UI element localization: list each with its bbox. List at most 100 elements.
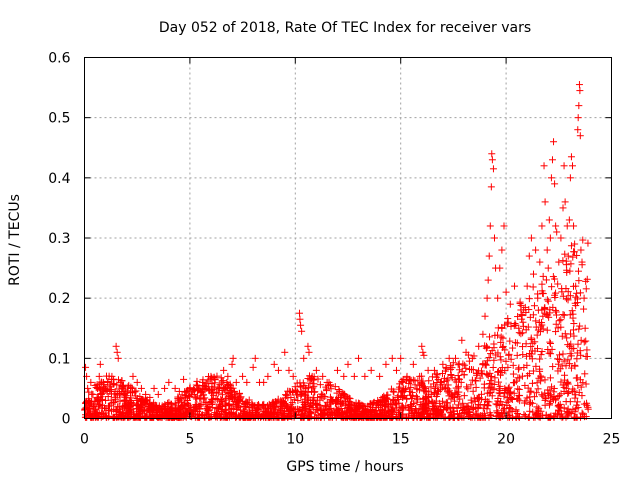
band-point [440, 413, 448, 421]
band-point [454, 383, 462, 391]
band-point [431, 407, 439, 415]
band-point [152, 404, 160, 412]
band-point [425, 406, 433, 414]
band-point [555, 351, 563, 359]
band-point [562, 398, 570, 406]
band-point [501, 346, 509, 354]
band-point [105, 402, 113, 410]
band-point [564, 390, 572, 398]
band-point [488, 347, 496, 355]
data-point [161, 384, 169, 392]
data-point [207, 372, 215, 380]
band-point [570, 332, 578, 340]
band-point [507, 322, 515, 330]
band-point [487, 376, 495, 384]
band-point [384, 391, 392, 399]
band-point [253, 410, 261, 418]
data-point [515, 324, 523, 332]
band-point [516, 397, 524, 405]
band-point [407, 401, 415, 409]
band-point [507, 394, 515, 402]
band-point [548, 283, 556, 291]
data-point [552, 222, 560, 230]
data-point [397, 354, 405, 362]
band-point [552, 320, 560, 328]
band-point [129, 400, 137, 408]
data-point [224, 372, 232, 380]
band-point [110, 390, 118, 398]
band-point [483, 389, 491, 397]
band-point [214, 395, 222, 403]
band-point [533, 379, 541, 387]
band-point [552, 308, 560, 316]
band-point [533, 331, 541, 339]
data-point [340, 372, 348, 380]
band-point [193, 377, 201, 385]
band-point [532, 389, 540, 397]
data-point [575, 102, 583, 110]
data-point [547, 174, 555, 182]
band-point [212, 394, 220, 402]
x-tick-label: 20 [497, 432, 515, 448]
band-point [239, 413, 247, 421]
band-point [309, 404, 317, 412]
data-point [544, 264, 552, 272]
band-point [584, 405, 592, 413]
data-point [319, 372, 327, 380]
band-point [518, 312, 526, 320]
data-point [112, 342, 120, 350]
band-point [339, 391, 347, 399]
band-point [573, 398, 581, 406]
band-point [307, 374, 315, 382]
band-point [567, 260, 575, 268]
band-point [534, 406, 542, 414]
band-point [565, 388, 573, 396]
data-point [567, 153, 575, 161]
data-point [85, 396, 93, 404]
band-point [227, 409, 235, 417]
band-point [562, 261, 570, 269]
band-point [563, 379, 571, 387]
band-point [270, 398, 278, 406]
data-point [304, 342, 312, 350]
band-point [442, 383, 450, 391]
band-point [355, 399, 363, 407]
band-point [477, 413, 485, 421]
band-point [563, 295, 571, 303]
band-point [554, 355, 562, 363]
band-point [538, 306, 546, 314]
band-point [226, 409, 234, 417]
band-point [501, 386, 509, 394]
data-point [458, 336, 466, 344]
data-point [500, 222, 508, 230]
band-point [206, 398, 214, 406]
band-point [569, 326, 577, 334]
x-tick-label: 0 [80, 432, 89, 448]
data-point [229, 354, 237, 362]
band-point [499, 334, 507, 342]
band-point [178, 401, 186, 409]
band-point [351, 407, 359, 415]
band-point [165, 413, 173, 421]
band-point [346, 405, 354, 413]
data-point [243, 378, 251, 386]
band-point [213, 372, 221, 380]
band-point [389, 387, 397, 395]
data-point [367, 366, 375, 374]
band-point [326, 400, 334, 408]
data-point [96, 360, 104, 368]
data-point [388, 354, 396, 362]
data-point [445, 354, 453, 362]
band-point [241, 406, 249, 414]
data-point [498, 246, 506, 254]
data-point [420, 351, 428, 359]
data-point [344, 360, 352, 368]
x-axis-label: GPS time / hours [286, 459, 403, 475]
data-point [564, 252, 572, 260]
data-point [113, 348, 121, 356]
band-point [494, 349, 502, 357]
band-point [251, 413, 259, 421]
band-point [300, 387, 308, 395]
band-point [84, 411, 92, 419]
band-point [534, 326, 542, 334]
